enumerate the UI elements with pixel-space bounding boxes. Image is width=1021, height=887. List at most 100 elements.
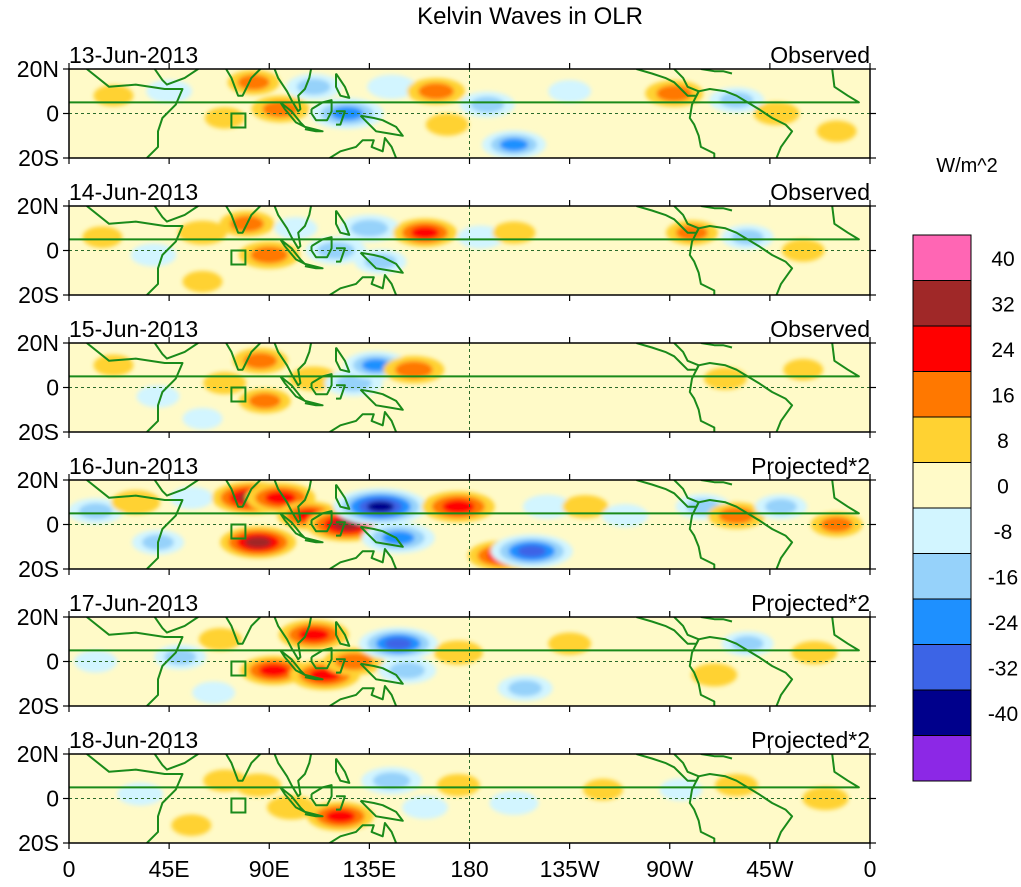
coastline-6 (310, 784, 333, 807)
anomaly-contour-3-1 (243, 352, 278, 369)
reference-box (230, 523, 247, 540)
coastline-11 (327, 822, 398, 843)
anomaly-contour-8-1 (395, 361, 433, 379)
anomaly-contour-6-1 (372, 772, 411, 790)
colorbar-label: -32 (988, 657, 1018, 680)
coastline-15 (700, 617, 733, 623)
anomaly-contour-8-1 (418, 83, 454, 100)
anomaly-contour-10-1 (470, 96, 505, 113)
y-tick-label: 20S (18, 145, 59, 171)
anomaly-contour-14-0 (791, 641, 838, 665)
anomaly-contour-12-0 (783, 358, 824, 381)
coastline-2 (153, 754, 200, 771)
reference-box (230, 386, 247, 403)
coastline-8 (336, 247, 346, 263)
panel-label: Projected*2 (751, 453, 870, 479)
coastline-14 (688, 227, 716, 295)
colorbar-label: 40 (991, 248, 1014, 271)
panel-date: 13-Jun-2013 (69, 42, 198, 68)
anomaly-contour-4-1 (248, 393, 281, 409)
colorbar-swatch-10 (912, 689, 972, 736)
anomaly-contour-7-1 (350, 219, 389, 237)
anomaly-contour-7-0 (367, 74, 417, 99)
anomaly-contour-2-0 (203, 371, 247, 395)
y-tick-label: 0 (46, 512, 59, 538)
colorbar-label: 16 (991, 384, 1014, 407)
coastline-4 (273, 343, 313, 387)
coastline-13 (698, 88, 794, 158)
coastline-13 (698, 773, 794, 843)
coastline-1 (69, 617, 860, 652)
coastline-7 (304, 399, 324, 407)
y-tick-label: 20N (17, 56, 59, 82)
coastline-3 (224, 206, 262, 234)
colorbar: 40 32 24 16 8 0 -8 -16 -24 -32 -40 (912, 234, 1018, 782)
anomaly-contour-17-0 (816, 120, 857, 143)
coastline-12 (636, 754, 700, 782)
coastline-14 (688, 501, 716, 569)
x-axis: 0 45E 90E 135E 180 135W 90W 45W 0 (63, 856, 877, 882)
coastline-13 (698, 499, 794, 569)
coastline-1 (69, 480, 860, 515)
anomaly-contour-9-0 (489, 790, 539, 816)
anomaly-contour-0-1 (78, 503, 113, 520)
coastline-10 (359, 525, 404, 548)
anomaly-contour-2-0 (204, 107, 245, 129)
y-tick-label: 20N (17, 604, 59, 630)
panel-label: Projected*2 (751, 727, 870, 753)
colorbar-swatch-3 (912, 371, 972, 418)
coastline-8 (336, 521, 346, 537)
colorbar-swatch-5 (912, 462, 972, 509)
coastline-11 (327, 274, 398, 295)
coastline-0 (86, 754, 184, 843)
coastline-1 (69, 343, 860, 378)
coastline-4 (273, 480, 313, 524)
anomaly-contour-5-2 (325, 809, 356, 823)
coastline-5 (279, 375, 306, 402)
colorbar-label: 8 (997, 430, 1009, 453)
y-tick-label: 20N (17, 467, 59, 493)
anomaly-contour-1-0 (146, 79, 193, 103)
x-tick-label: 135E (343, 856, 397, 882)
anomaly-contour-3-0 (169, 486, 213, 509)
coastline-2 (153, 69, 200, 86)
anomaly-contour-11-2 (442, 499, 475, 514)
coastline-0 (86, 617, 184, 706)
coastline-4 (273, 206, 313, 250)
anomaly-contour-13-0 (182, 407, 223, 430)
coastline-9 (335, 346, 351, 373)
coastline-3 (224, 617, 262, 645)
coastline-2 (153, 480, 200, 497)
coastline-7 (304, 262, 324, 270)
x-tick-label: 0 (864, 856, 877, 882)
anomaly-contour-9-0 (425, 113, 469, 136)
anomaly-contour-18-1 (718, 507, 755, 524)
coastline-15 (700, 480, 733, 486)
panel-date: 14-Jun-2013 (69, 179, 198, 205)
anomaly-contour-10-0 (583, 778, 623, 801)
coastlines (69, 617, 860, 706)
y-tick-label: 20N (17, 193, 59, 219)
colorbar-swatch-7 (912, 553, 972, 600)
anomaly-contour-10-1 (508, 680, 543, 697)
colorbar-swatch-1 (912, 280, 972, 327)
coastline-0 (86, 343, 184, 432)
anomaly-contour-3-1 (237, 74, 270, 91)
anomaly-contour-15-1 (719, 92, 754, 109)
coastline-9 (335, 209, 351, 236)
y-tick-label: 20S (18, 419, 59, 445)
coastline-1 (69, 69, 860, 104)
panel-label: Projected*2 (751, 590, 870, 616)
coastline-6 (310, 236, 333, 259)
coastline-3 (224, 343, 262, 371)
anomaly-contour-12-0 (691, 663, 738, 687)
coastline-12 (636, 480, 700, 508)
coastline-8 (336, 110, 346, 126)
y-tick-label: 0 (46, 101, 59, 127)
reference-box (230, 660, 247, 677)
anomaly-contour-9-4 (367, 501, 394, 512)
anomaly-contour-6-3 (244, 536, 272, 548)
panel-3: 20N 0 20S 15-Jun-2013 Observed (17, 316, 876, 445)
coastline-7 (304, 673, 324, 681)
anomaly-contour-1-0 (117, 782, 164, 806)
